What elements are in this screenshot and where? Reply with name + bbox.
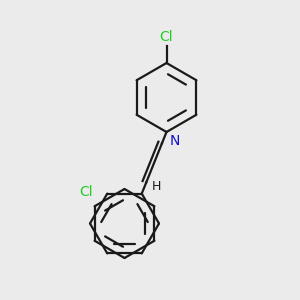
Text: Cl: Cl (79, 185, 93, 199)
Text: H: H (152, 180, 161, 193)
Text: N: N (169, 134, 180, 148)
Text: Cl: Cl (160, 30, 173, 44)
